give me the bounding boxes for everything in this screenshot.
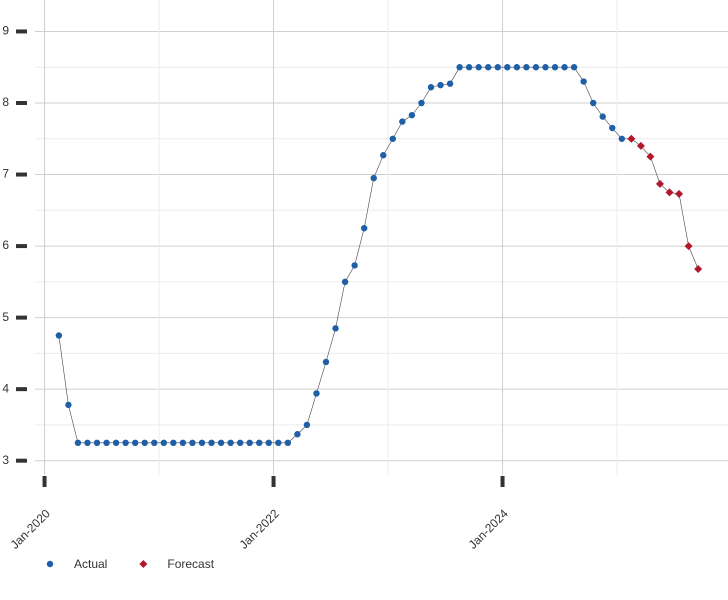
actual-point — [580, 78, 587, 85]
y-tick-label: 3 — [2, 453, 9, 467]
actual-point — [208, 439, 215, 447]
x-tick-label: Jan-2020 — [8, 506, 54, 552]
actual-point — [122, 439, 129, 447]
actual-point — [160, 439, 168, 447]
actual-point — [485, 64, 492, 71]
actual-point — [93, 439, 101, 447]
actual-point — [551, 64, 559, 71]
actual-point — [217, 439, 225, 447]
actual-point — [265, 439, 272, 447]
forecast-point — [636, 141, 645, 150]
actual-point — [55, 332, 63, 339]
actual-point — [313, 390, 320, 397]
legend-label: Actual — [74, 557, 107, 571]
actual-point — [246, 439, 253, 447]
actual-point — [141, 439, 148, 447]
actual-point — [542, 64, 549, 71]
actual-point — [370, 174, 377, 182]
actual-point — [360, 224, 368, 232]
actual-point — [609, 124, 616, 132]
y-tick-label: 5 — [2, 310, 9, 324]
actual-point — [418, 99, 425, 107]
legend-label: Forecast — [167, 557, 214, 571]
actual-point — [294, 431, 301, 438]
actual-point — [523, 64, 530, 71]
actual-point — [332, 325, 339, 332]
actual-point — [618, 135, 626, 142]
actual-point — [437, 81, 444, 89]
x-tick-label: Jan-2024 — [466, 506, 512, 552]
actual-point — [427, 84, 435, 91]
forecast-point — [694, 264, 703, 273]
series-line — [58, 66, 623, 444]
actual-point — [227, 439, 234, 447]
y-tick-label: 4 — [2, 381, 9, 395]
actual-point — [275, 439, 282, 447]
actual-point — [561, 64, 568, 71]
forecast-point — [684, 242, 693, 251]
actual-point — [170, 439, 177, 447]
actual-point — [179, 439, 187, 447]
actual-point — [351, 262, 358, 269]
y-tick-label: 8 — [2, 95, 9, 109]
forecast-point — [655, 179, 664, 188]
legend-marker — [139, 560, 148, 568]
actual-point — [198, 439, 206, 447]
actual-point — [589, 99, 597, 107]
actual-point — [513, 64, 521, 71]
actual-point — [151, 439, 158, 447]
actual-point — [408, 111, 416, 119]
actual-point — [456, 64, 463, 71]
actual-point — [189, 439, 196, 447]
actual-point — [236, 439, 244, 447]
actual-point — [380, 152, 387, 159]
actual-point — [532, 64, 540, 71]
actual-point — [322, 358, 330, 366]
actual-point — [284, 439, 292, 447]
legend-marker — [46, 560, 54, 568]
y-tick-label: 7 — [2, 167, 9, 181]
actual-point — [389, 135, 397, 142]
actual-point — [599, 113, 606, 120]
x-tick-label: Jan-2022 — [237, 506, 283, 552]
actual-point — [465, 64, 473, 71]
forecast-point — [675, 189, 684, 198]
y-tick-label: 9 — [2, 24, 9, 38]
actual-point — [446, 80, 454, 87]
actual-point — [570, 64, 578, 71]
actual-point — [256, 439, 263, 447]
actual-point — [65, 401, 72, 409]
actual-point — [103, 439, 110, 447]
actual-point — [303, 421, 311, 429]
actual-point — [74, 439, 82, 447]
forecast-point — [665, 188, 674, 197]
actual-point — [341, 278, 349, 286]
actual-point — [399, 118, 406, 125]
y-tick-label: 6 — [2, 238, 9, 252]
actual-point — [112, 439, 120, 447]
actual-point — [84, 439, 91, 447]
actual-point — [475, 64, 482, 71]
forecast-point — [646, 152, 655, 161]
forecast-point — [627, 134, 636, 143]
actual-point — [494, 64, 501, 71]
actual-point — [504, 64, 511, 71]
actual-point — [131, 439, 139, 447]
